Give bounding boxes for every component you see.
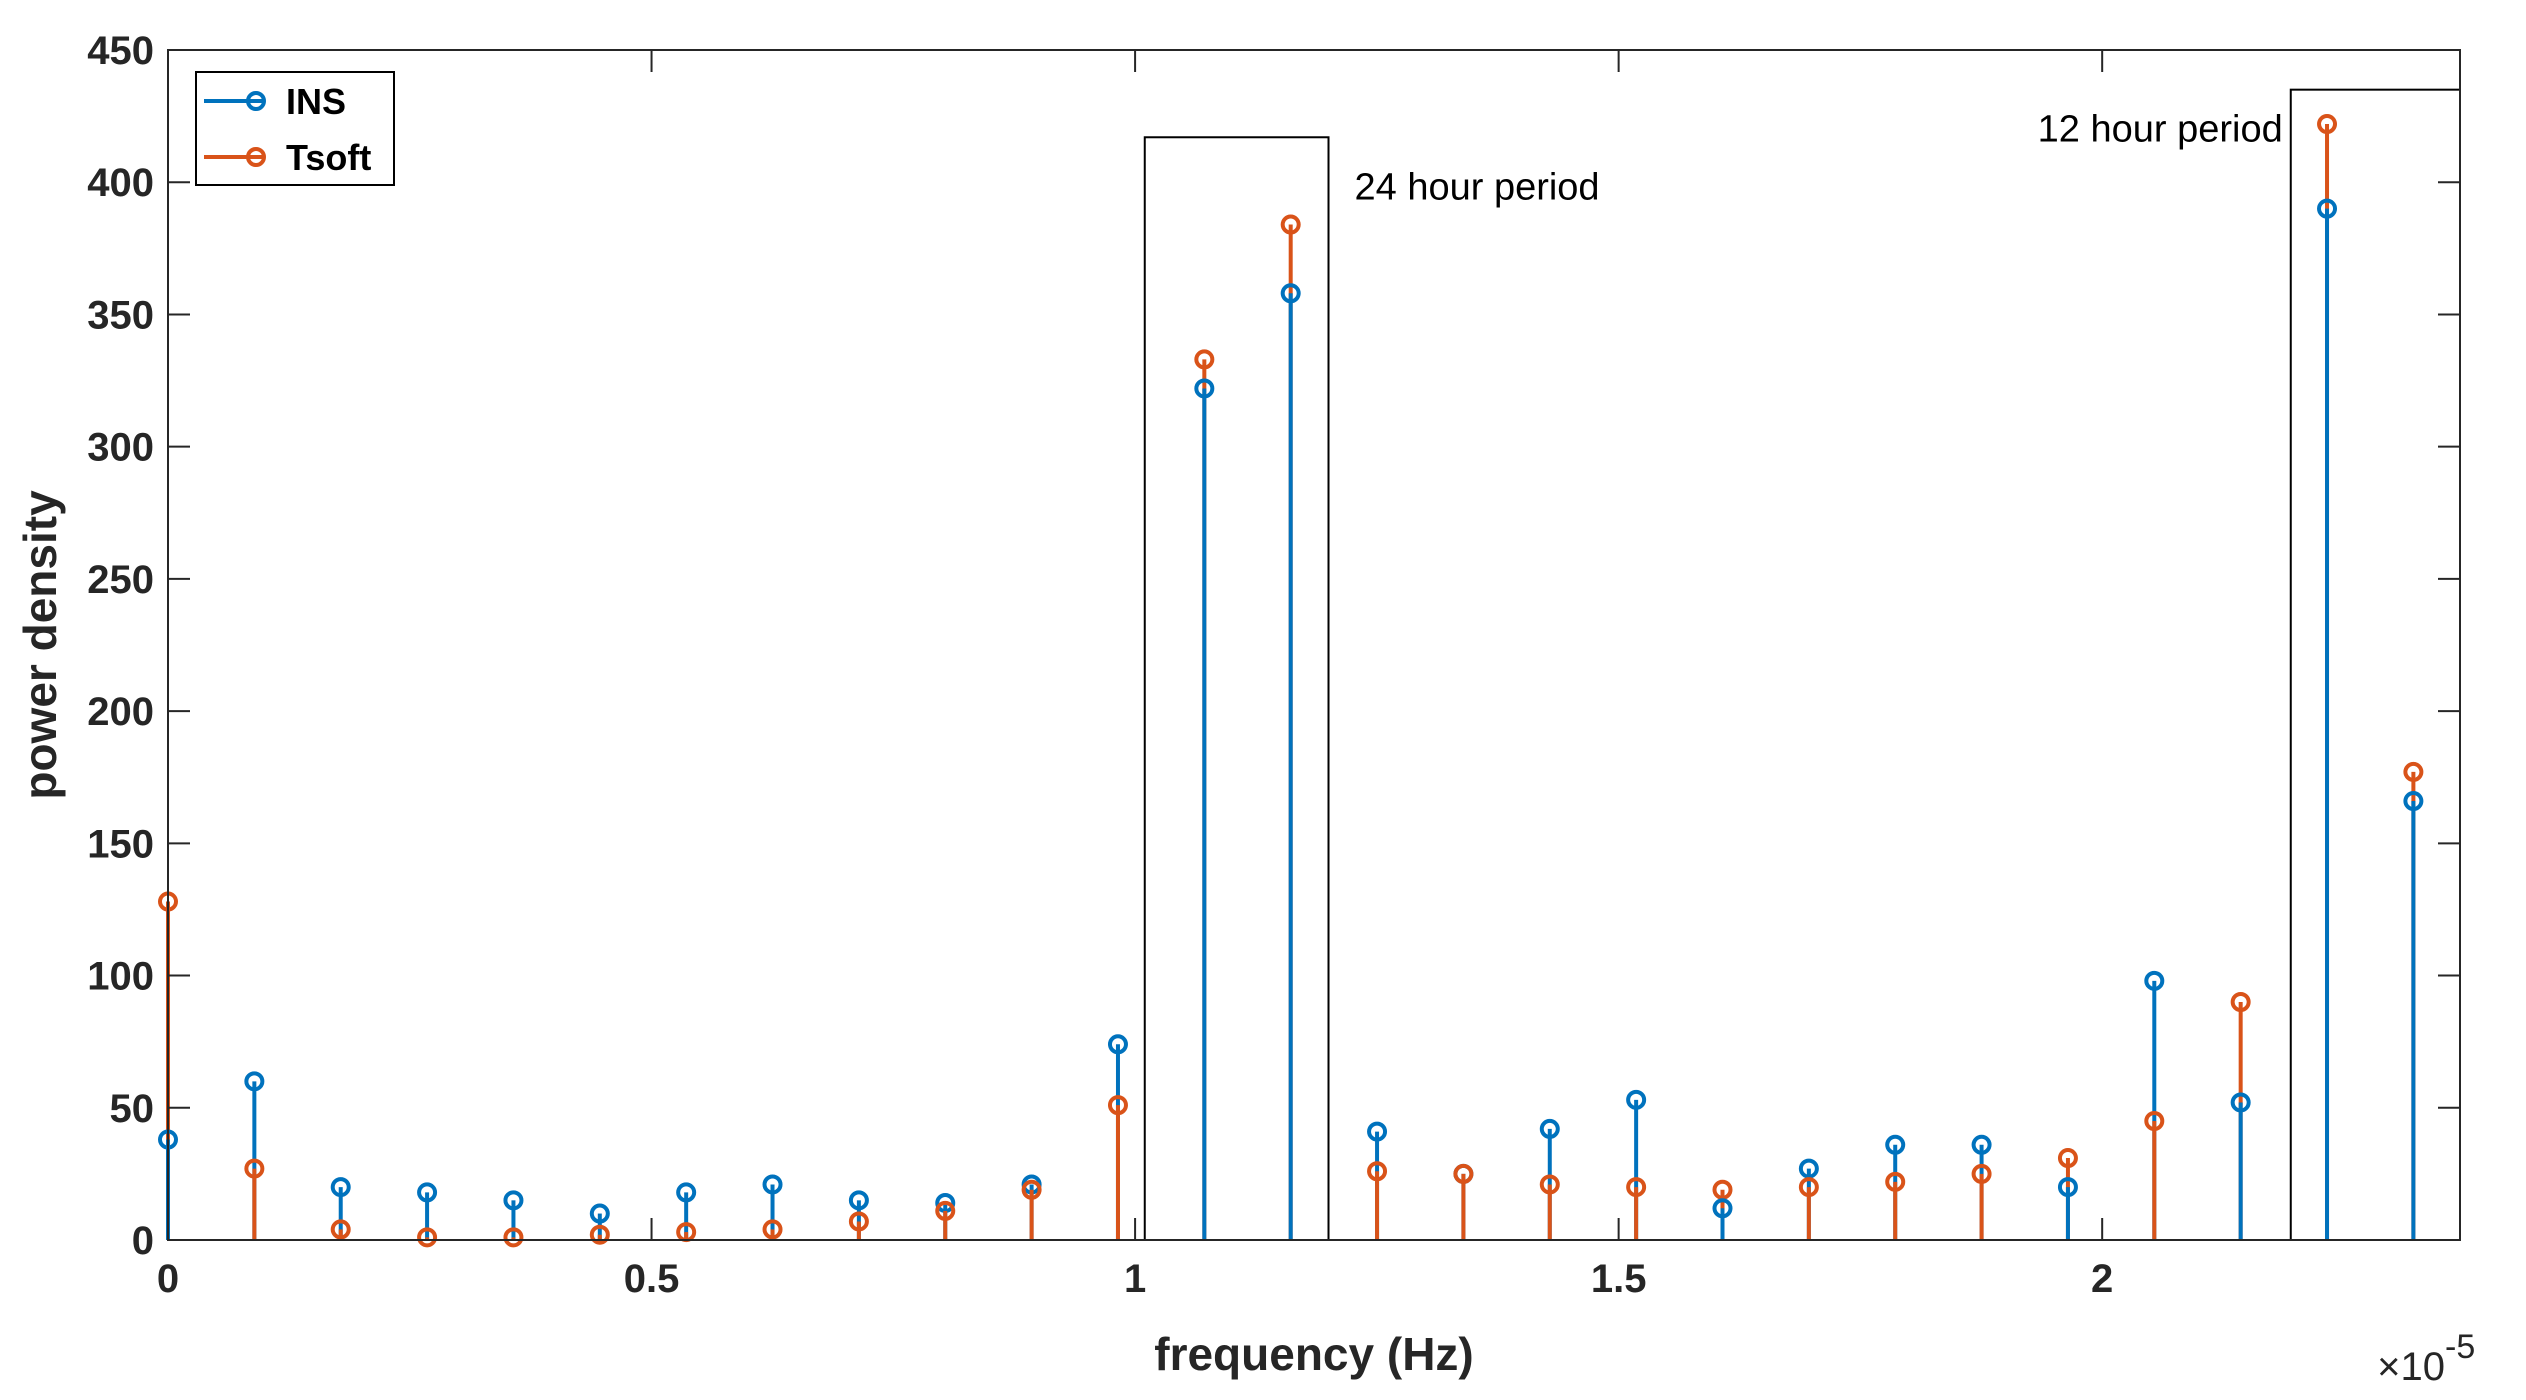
marker-ins-6 (676, 1182, 697, 1203)
legend-swatch-tsoft-marker (246, 147, 266, 167)
x-multiplier-base: ×10 (2377, 1345, 2445, 1389)
axes-box (167, 49, 2461, 1241)
marker-ins-18 (1712, 1198, 1733, 1219)
marker-tsoft-18 (1712, 1179, 1733, 1200)
marker-tsoft-13 (1280, 214, 1301, 235)
y-tick-label-4: 200 (87, 690, 154, 734)
marker-tsoft-4 (503, 1227, 524, 1248)
marker-ins-21 (1971, 1134, 1992, 1155)
y-tick-label-8: 400 (87, 161, 154, 205)
marker-ins-23 (2144, 970, 2165, 991)
marker-tsoft-9 (935, 1200, 956, 1221)
x-tick-label-2: 1 (1124, 1257, 1146, 1301)
marker-ins-2 (330, 1177, 351, 1198)
marker-ins-11 (1107, 1034, 1128, 1055)
marker-tsoft-20 (1885, 1171, 1906, 1192)
x-tick-label-3: 1.5 (1591, 1257, 1647, 1301)
marker-ins-26 (2403, 791, 2424, 812)
x-tick-label-0: 0 (157, 1257, 179, 1301)
x-axis-title: frequency (Hz) (1154, 1328, 1473, 1380)
marker-tsoft-1 (244, 1158, 265, 1179)
legend-box (195, 71, 395, 186)
marker-tsoft-7 (762, 1219, 783, 1240)
marker-ins-19 (1798, 1158, 1819, 1179)
y-tick-label-6: 300 (87, 426, 154, 470)
x-multiplier-exponent: -5 (2445, 1328, 2475, 1366)
y-tick-label-3: 150 (87, 822, 154, 866)
marker-tsoft-12 (1194, 349, 1215, 370)
legend-label-tsoft: Tsoft (286, 137, 371, 178)
marker-ins-17 (1626, 1089, 1647, 1110)
y-tick-label-0: 0 (132, 1219, 154, 1263)
marker-tsoft-21 (1971, 1163, 1992, 1184)
y-tick-label-5: 250 (87, 558, 154, 602)
y-tick-label-2: 100 (87, 955, 154, 999)
marker-ins-24 (2230, 1092, 2251, 1113)
marker-tsoft-3 (417, 1227, 438, 1248)
legend-label-ins: INS (286, 81, 346, 122)
marker-tsoft-25 (2317, 114, 2338, 135)
marker-ins-13 (1280, 283, 1301, 304)
marker-tsoft-16 (1539, 1174, 1560, 1195)
x-tick-label-1: 0.5 (624, 1257, 680, 1301)
marker-tsoft-5 (589, 1224, 610, 1245)
marker-tsoft-23 (2144, 1111, 2165, 1131)
y-tick-label-1: 50 (110, 1087, 155, 1131)
marker-tsoft-15 (1453, 1163, 1474, 1184)
marker-tsoft-2 (330, 1219, 351, 1240)
marker-tsoft-10 (1021, 1179, 1042, 1200)
y-tick-label-9: 450 (87, 29, 154, 73)
plot-area (168, 50, 2460, 1240)
legend: INS Tsoft (195, 71, 395, 186)
marker-ins-25 (2317, 198, 2338, 219)
marker-tsoft-24 (2230, 992, 2251, 1012)
marker-ins-22 (2057, 1177, 2078, 1198)
marker-tsoft-14 (1367, 1161, 1388, 1182)
marker-ins-3 (417, 1182, 438, 1203)
marker-ins-8 (848, 1190, 869, 1211)
x-tick-label-4: 2 (2091, 1257, 2113, 1301)
marker-ins-7 (762, 1174, 783, 1195)
marker-tsoft-26 (2403, 761, 2424, 782)
marker-tsoft-19 (1798, 1177, 1819, 1198)
marker-tsoft-22 (2057, 1148, 2078, 1169)
marker-ins-4 (503, 1190, 524, 1211)
y-axis-title: power density (14, 490, 66, 800)
marker-ins-14 (1367, 1121, 1388, 1142)
marker-ins-16 (1539, 1118, 1560, 1139)
marker-ins-20 (1885, 1134, 1906, 1155)
marker-ins-1 (244, 1071, 265, 1092)
marker-ins-5 (589, 1203, 610, 1224)
x-multiplier: ×10 -5 (2377, 1328, 2475, 1389)
annotation-label-24-hour-period: 24 hour period (1355, 166, 1600, 208)
annotation-label-12-hour-period: 12 hour period (2038, 109, 2283, 151)
marker-tsoft-8 (848, 1211, 869, 1232)
y-tick-label-7: 350 (87, 293, 154, 337)
legend-swatch-ins-marker (246, 91, 266, 111)
marker-tsoft-11 (1107, 1095, 1128, 1116)
marker-ins-12 (1194, 378, 1215, 399)
marker-tsoft-17 (1626, 1177, 1647, 1198)
